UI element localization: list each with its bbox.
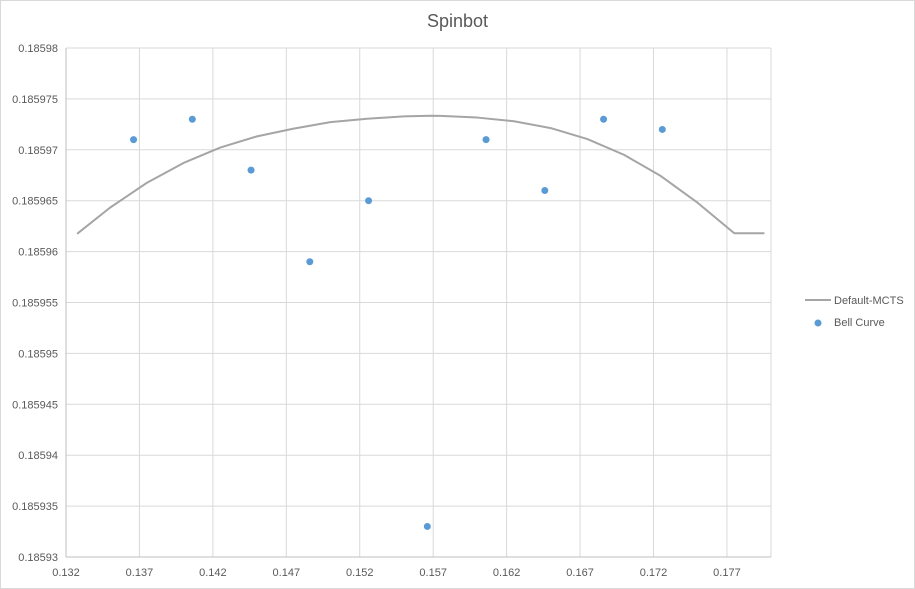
y-tick-label: 0.185935 — [12, 501, 58, 513]
x-tick-label: 0.142 — [199, 567, 227, 579]
data-point — [600, 115, 608, 123]
x-tick-label: 0.152 — [346, 567, 374, 579]
x-tick-label: 0.177 — [713, 567, 741, 579]
y-tick-label: 0.18596 — [18, 247, 58, 259]
data-point — [423, 522, 431, 530]
legend-label: Default-MCTS — [834, 295, 904, 307]
y-tick-label: 0.18595 — [18, 348, 58, 360]
y-tick-label: 0.185955 — [12, 298, 58, 310]
data-point — [541, 187, 549, 195]
data-point — [365, 197, 373, 205]
x-tick-label: 0.172 — [640, 567, 668, 579]
data-point — [306, 258, 314, 266]
x-tick-label: 0.162 — [493, 567, 521, 579]
data-point — [482, 136, 490, 144]
data-point — [658, 125, 666, 133]
x-tick-label: 0.147 — [273, 567, 301, 579]
data-point — [247, 166, 255, 174]
data-point — [188, 115, 196, 123]
y-tick-label: 0.185945 — [12, 399, 58, 411]
y-tick-label: 0.185975 — [12, 94, 58, 106]
y-tick-label: 0.18593 — [18, 552, 58, 564]
legend-label: Bell Curve — [834, 317, 885, 329]
series-line-default-mcts — [76, 114, 765, 235]
y-tick-label: 0.18594 — [18, 450, 58, 462]
y-tick-label: 0.18597 — [18, 145, 58, 157]
x-tick-label: 0.157 — [419, 567, 447, 579]
x-tick-label: 0.167 — [566, 567, 594, 579]
y-tick-label: 0.18598 — [18, 43, 58, 55]
chart-title: Spinbot — [426, 11, 489, 31]
data-point — [130, 136, 138, 144]
y-tick-label: 0.185965 — [12, 196, 58, 208]
legend-point-marker — [814, 319, 822, 327]
x-tick-label: 0.132 — [52, 567, 80, 579]
x-tick-label: 0.137 — [126, 567, 154, 579]
